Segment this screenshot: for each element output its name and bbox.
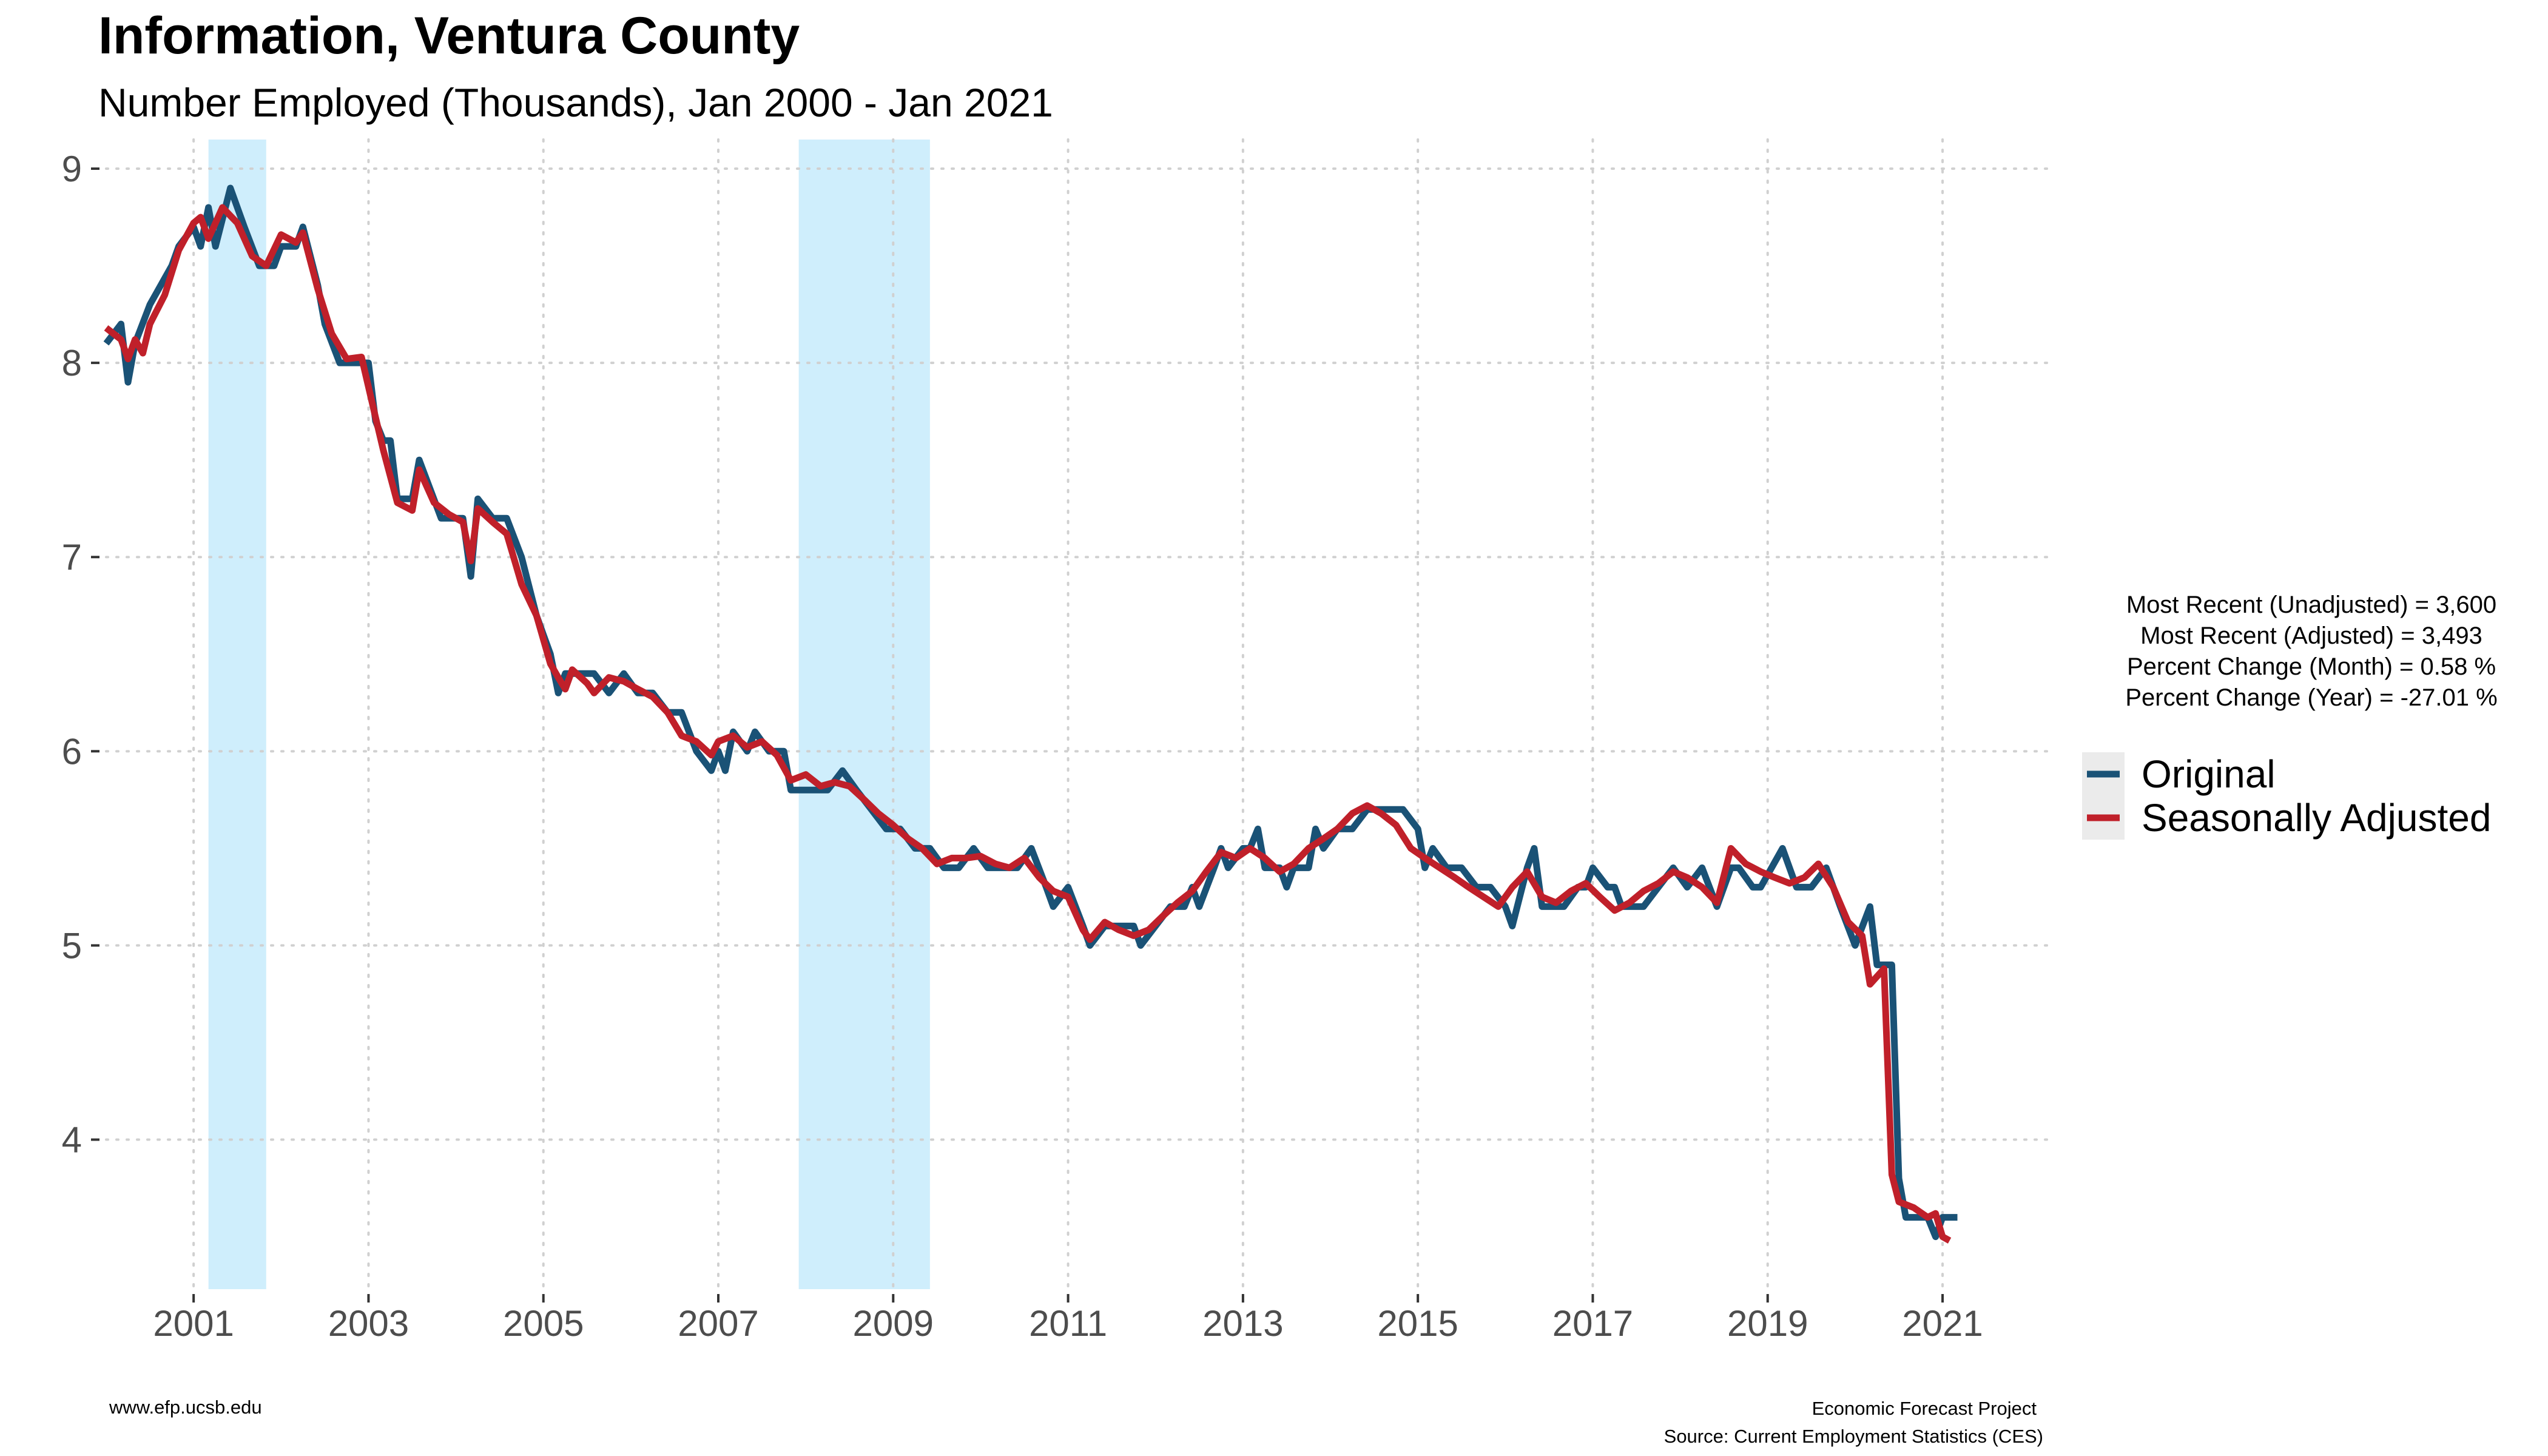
- x-tick-label-2007: 2007: [678, 1303, 758, 1344]
- chart-subtitle: Number Employed (Thousands), Jan 2000 - …: [98, 80, 1053, 125]
- x-tick-label-2011: 2011: [1029, 1303, 1107, 1344]
- stats-box: Most Recent (Unadjusted) = 3,600 Most Re…: [2125, 592, 2497, 711]
- stat-percent-change-year: Percent Change (Year) = -27.01 %: [2125, 684, 2497, 711]
- stat-most-recent-unadjusted: Most Recent (Unadjusted) = 3,600: [2126, 592, 2496, 618]
- x-tick-label-2021: 2021: [1902, 1303, 1983, 1344]
- y-tick-label-9: 9: [62, 149, 82, 189]
- x-tick-label-2015: 2015: [1377, 1303, 1458, 1344]
- legend: Original Seasonally Adjusted: [2082, 752, 2491, 840]
- plot-area: [103, 138, 2049, 1290]
- y-tick-label-4: 4: [62, 1120, 82, 1161]
- y-tick-label-6: 6: [62, 731, 82, 772]
- gridlines: [105, 138, 2049, 1290]
- legend-label-original: Original: [2142, 752, 2276, 796]
- recession-bands: [208, 140, 930, 1289]
- x-tick-label-2005: 2005: [503, 1303, 584, 1344]
- y-tick-label-8: 8: [62, 343, 82, 383]
- recession-band-1: [798, 140, 930, 1289]
- x-tick-label-2013: 2013: [1202, 1303, 1283, 1344]
- y-tick-label-7: 7: [62, 537, 82, 578]
- x-tick-label-2017: 2017: [1552, 1303, 1633, 1344]
- footer-source: Source: Current Employment Statistics (C…: [1664, 1426, 2043, 1447]
- footer-website: www.efp.ucsb.edu: [109, 1397, 262, 1418]
- x-tick-label-2003: 2003: [328, 1303, 409, 1344]
- recession-band-0: [208, 140, 266, 1289]
- y-axis: 4 5 6 7 8 9: [62, 149, 99, 1161]
- legend-label-seasonally-adjusted: Seasonally Adjusted: [2142, 796, 2491, 840]
- stat-percent-change-month: Percent Change (Month) = 0.58 %: [2127, 653, 2496, 680]
- x-tick-label-2009: 2009: [853, 1303, 934, 1344]
- stat-most-recent-adjusted: Most Recent (Adjusted) = 3,493: [2140, 622, 2482, 649]
- x-axis: 2001 2003 2005 2007 2009 2011 2013 2015 2017 2019…: [153, 1294, 1983, 1344]
- footer-publisher: Economic Forecast Project: [1812, 1398, 2037, 1419]
- series-line-seasonally-adjusted: [104, 204, 1952, 1244]
- chart-title: Information, Ventura County: [98, 7, 800, 65]
- series-line-original: [103, 184, 1958, 1241]
- x-tick-label-2001: 2001: [153, 1303, 234, 1344]
- y-tick-label-5: 5: [62, 925, 82, 966]
- x-tick-label-2019: 2019: [1727, 1303, 1808, 1344]
- series-lines: [103, 184, 1958, 1244]
